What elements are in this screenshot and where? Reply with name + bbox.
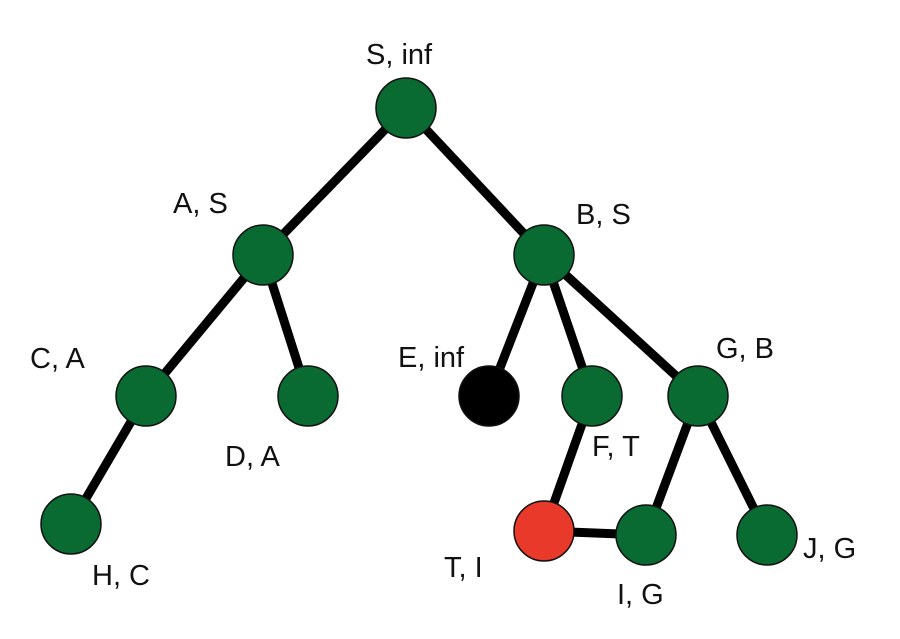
node-label-b: B, S — [576, 199, 631, 231]
node-s — [375, 77, 437, 139]
node-j — [736, 504, 798, 566]
node-e — [458, 365, 520, 427]
node-label-j: J, G — [803, 533, 856, 565]
node-g — [667, 365, 729, 427]
edge-s-b — [401, 103, 549, 260]
nodes-layer — [40, 77, 798, 566]
node-c — [115, 365, 177, 427]
node-label-h: H, C — [92, 560, 150, 592]
node-b — [513, 224, 575, 286]
node-label-a: A, S — [173, 188, 228, 220]
edge-s-a — [258, 103, 411, 260]
node-d — [277, 365, 339, 427]
node-label-e: E, inf — [398, 342, 465, 374]
edge-b-g — [539, 250, 703, 401]
node-h — [40, 493, 102, 555]
node-a — [232, 224, 294, 286]
node-label-s: S, inf — [366, 39, 433, 71]
edges-layer — [66, 103, 772, 540]
node-label-d: D, A — [225, 441, 280, 473]
node-t — [513, 500, 575, 562]
node-label-f: F, T — [592, 431, 640, 463]
labels-layer: S, inf A, S B, S C, A D, A E, inf F, T G, B H, C… — [30, 39, 856, 611]
node-label-g: G, B — [716, 333, 774, 365]
node-f — [561, 365, 623, 427]
node-label-i: I, G — [617, 579, 664, 611]
node-label-c: C, A — [30, 343, 85, 375]
node-i — [615, 504, 677, 566]
node-label-t: T, I — [444, 552, 483, 584]
